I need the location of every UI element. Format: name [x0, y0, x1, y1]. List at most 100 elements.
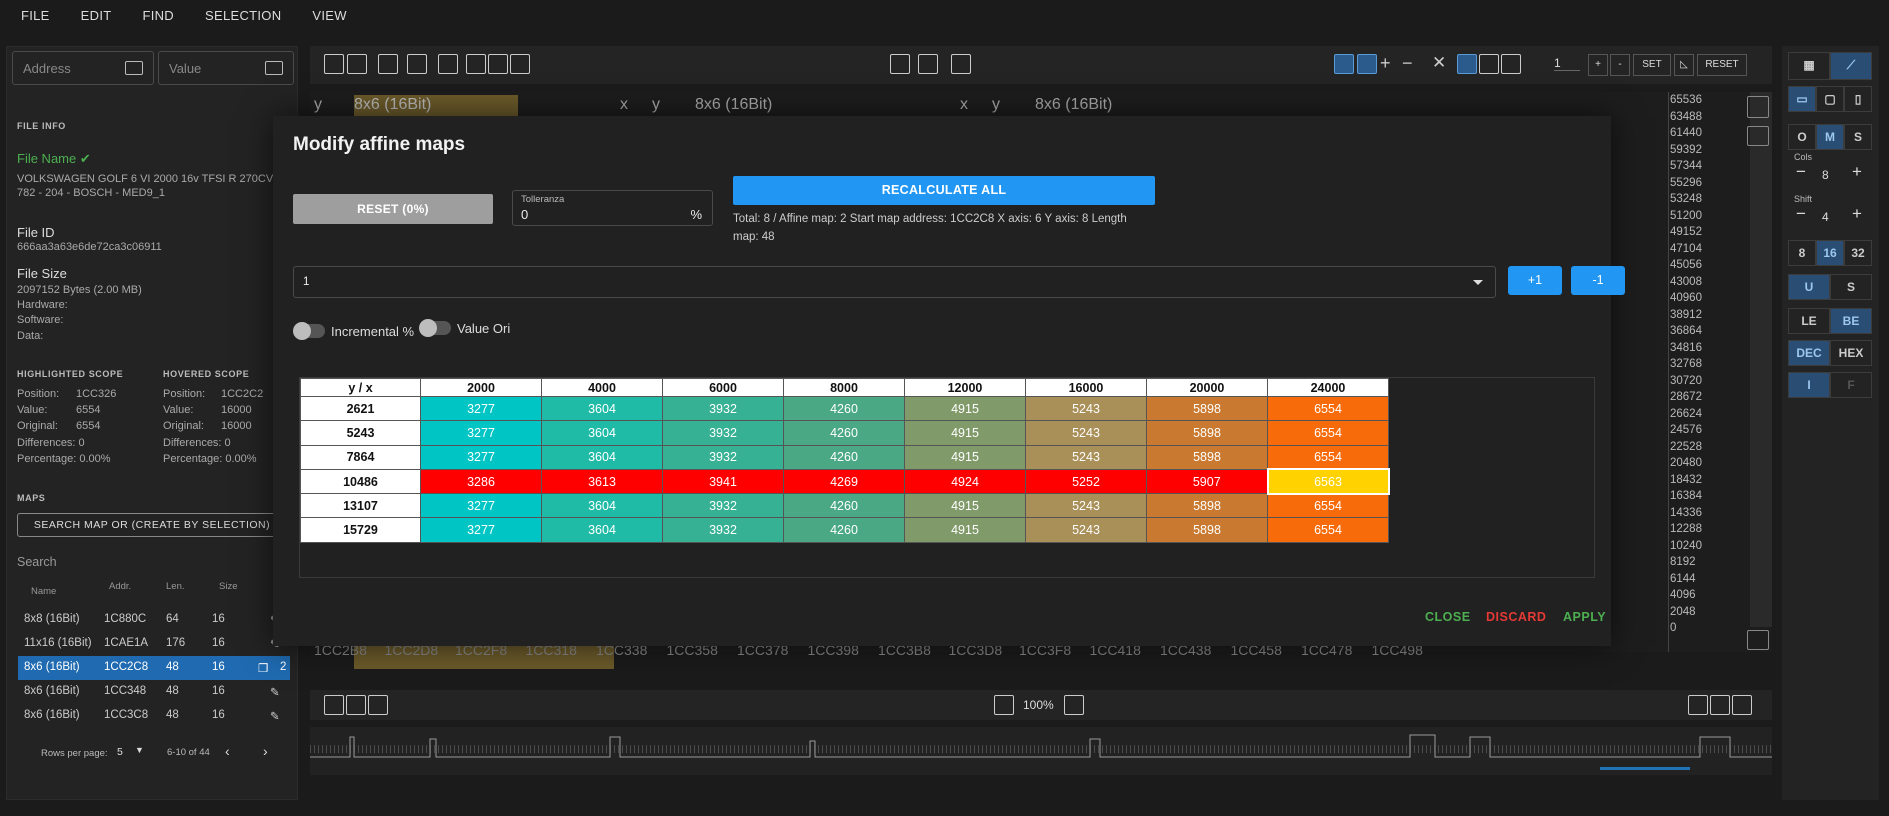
mode-m[interactable]: M: [1816, 124, 1844, 150]
mode-o[interactable]: O: [1788, 124, 1816, 150]
tolerance-field[interactable]: Tolleranza 0 %: [512, 190, 713, 226]
close-button[interactable]: CLOSE: [1425, 610, 1471, 624]
shift-value[interactable]: 4: [1822, 210, 1829, 224]
table-cell[interactable]: 5898: [1146, 517, 1268, 543]
table-cell[interactable]: 3604: [541, 493, 663, 519]
zoom-out-icon[interactable]: [994, 695, 1014, 715]
forward-icon[interactable]: [1688, 695, 1708, 715]
map-row[interactable]: 8x6 (16Bit) 1CC3C8 48 16 ✎: [18, 704, 290, 728]
table-cell[interactable]: 5252: [1025, 468, 1147, 495]
table-cell[interactable]: 3932: [662, 444, 784, 470]
apply-button[interactable]: APPLY: [1563, 610, 1607, 624]
table-cell[interactable]: 4260: [783, 395, 905, 422]
menu-view[interactable]: VIEW: [312, 7, 347, 23]
incremental-toggle[interactable]: [293, 322, 325, 340]
enter-icon[interactable]: [265, 61, 283, 75]
table-cell[interactable]: 5898: [1146, 444, 1268, 470]
float-button[interactable]: F: [1830, 372, 1872, 398]
undo-icon[interactable]: [324, 54, 344, 74]
table-cell[interactable]: 3604: [541, 395, 663, 422]
table-cell[interactable]: 3932: [662, 493, 784, 519]
fullscreen-icon[interactable]: [1501, 54, 1521, 74]
value-input[interactable]: Value: [158, 51, 294, 85]
check-cross-icon[interactable]: [918, 54, 938, 74]
search-icon[interactable]: [378, 54, 398, 74]
menu-find[interactable]: FIND: [142, 7, 174, 23]
reset-percent-button[interactable]: RESET (0%): [293, 194, 493, 224]
next-page-icon[interactable]: ›: [263, 743, 268, 759]
table-cell[interactable]: 3613: [541, 468, 663, 495]
menu-edit[interactable]: EDIT: [80, 7, 112, 23]
table-cell[interactable]: 3604: [541, 517, 663, 543]
align-left-icon[interactable]: [1457, 54, 1477, 74]
menu-selection[interactable]: SELECTION: [205, 7, 282, 23]
table-cell[interactable]: 6554: [1267, 517, 1389, 543]
maps-search-input[interactable]: Search: [17, 555, 57, 569]
hex-button[interactable]: HEX: [1830, 340, 1872, 366]
table-cell[interactable]: 5898: [1146, 493, 1268, 519]
rows-per-page-select[interactable]: 5: [117, 746, 123, 758]
table-cell[interactable]: 4269: [783, 468, 905, 495]
table-cell[interactable]: 3277: [420, 420, 542, 446]
prev-page-icon[interactable]: ‹: [225, 743, 230, 759]
decrement-button[interactable]: -: [1610, 54, 1630, 76]
bits-32[interactable]: 32: [1844, 240, 1872, 266]
enter-icon[interactable]: [125, 61, 143, 75]
table-cell[interactable]: 3277: [420, 517, 542, 543]
table-cell[interactable]: 4924: [904, 468, 1026, 495]
fast-back-icon[interactable]: [346, 695, 366, 715]
fast-forward-icon[interactable]: [1710, 695, 1730, 715]
mode-s[interactable]: S: [1844, 124, 1872, 150]
col-addr[interactable]: Addr.: [109, 581, 132, 592]
col-name[interactable]: Name: [31, 586, 57, 597]
map-row-selected[interactable]: 8x6 (16Bit) 1CC2C8 48 16 ❐ 2: [18, 656, 290, 680]
map-row[interactable]: 8x6 (16Bit) 1CC348 48 16 ✎: [18, 680, 290, 704]
copy-icon[interactable]: ❐: [258, 663, 269, 675]
table-cell[interactable]: 3277: [420, 493, 542, 519]
table-cell[interactable]: 3277: [420, 395, 542, 422]
table-cell[interactable]: 3932: [662, 395, 784, 422]
select-icon[interactable]: [1334, 54, 1354, 74]
ramp-icon[interactable]: ◺: [1674, 54, 1694, 76]
scroll-up-icon[interactable]: [1747, 126, 1769, 146]
decimal-button[interactable]: DEC: [1788, 340, 1830, 366]
scrollbar[interactable]: [1750, 92, 1772, 627]
zoom-in-icon[interactable]: [1747, 96, 1769, 118]
check-list-icon[interactable]: [890, 54, 910, 74]
close-icon[interactable]: ✕: [1432, 53, 1447, 72]
first-icon[interactable]: [466, 54, 486, 74]
minus-icon[interactable]: −: [1402, 53, 1413, 73]
table-cell[interactable]: 4915: [904, 395, 1026, 422]
scroll-down-icon[interactable]: [1747, 630, 1769, 650]
table-cell[interactable]: 3932: [662, 420, 784, 446]
table-cell[interactable]: 4260: [783, 444, 905, 470]
unsigned-button[interactable]: U: [1788, 274, 1830, 300]
edit-icon[interactable]: ✎: [270, 687, 280, 699]
redo-icon[interactable]: [347, 54, 367, 74]
table-cell[interactable]: 3604: [541, 420, 663, 446]
table-cell[interactable]: 6554: [1267, 444, 1389, 470]
step-field[interactable]: 1: [1554, 56, 1580, 71]
list-icon[interactable]: [510, 54, 530, 74]
set-button[interactable]: SET: [1633, 54, 1671, 76]
map-row[interactable]: 8x8 (16Bit) 1C880C 64 16 ✎: [18, 608, 290, 632]
integer-button[interactable]: I: [1788, 372, 1830, 398]
last-page-icon[interactable]: [1732, 695, 1752, 715]
cols-minus-button[interactable]: −: [1796, 162, 1806, 181]
ban-icon[interactable]: [1357, 54, 1377, 74]
discard-button[interactable]: DISCARD: [1486, 610, 1547, 624]
zoom-in-icon[interactable]: [1064, 695, 1084, 715]
grid-icon[interactable]: [438, 54, 458, 74]
value-ori-toggle[interactable]: [419, 319, 451, 337]
table-cell[interactable]: 3941: [662, 468, 784, 495]
menu-file[interactable]: FILE: [21, 7, 50, 23]
paste-icon[interactable]: [407, 54, 427, 74]
table-cell[interactable]: 5898: [1146, 420, 1268, 446]
align-justify-icon[interactable]: [1479, 54, 1499, 74]
table-cell[interactable]: 4260: [783, 493, 905, 519]
cols-value[interactable]: 8: [1822, 168, 1829, 182]
table-cell[interactable]: 6554: [1267, 420, 1389, 446]
table-cell[interactable]: 6563: [1266, 468, 1390, 495]
affine-map-select[interactable]: 1: [293, 266, 1496, 298]
table-cell[interactable]: 5243: [1025, 517, 1147, 543]
